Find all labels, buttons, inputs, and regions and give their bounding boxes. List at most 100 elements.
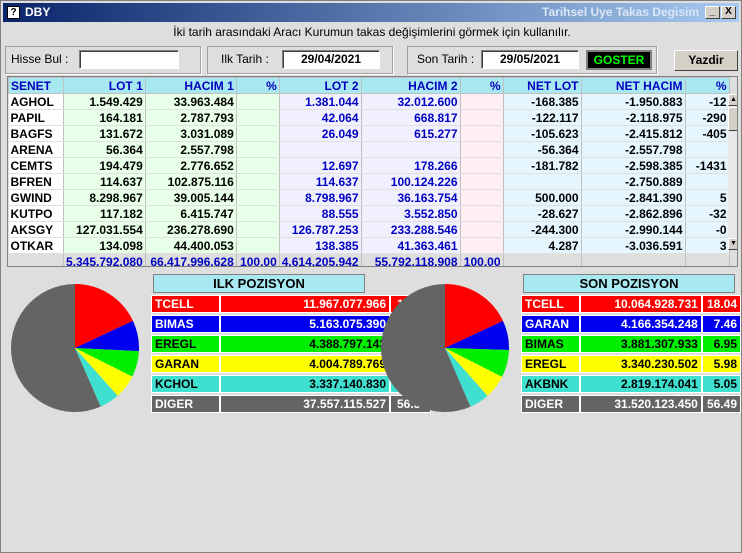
table-row[interactable]: AGHOL 1.549.429 33.963.484 1.381.044 32.012.… [8, 93, 730, 110]
column-header[interactable]: NET HACIM [580, 77, 686, 94]
table-cell [460, 109, 504, 126]
position-amount: 11.967.077.966 [220, 295, 390, 313]
table-cell: PAPIL [8, 109, 64, 126]
table-cell [279, 141, 362, 158]
table-cell: 26.049 [279, 125, 362, 142]
position-symbol: AKBNK [521, 375, 580, 393]
table-cell: 8.298.967 [63, 189, 146, 206]
total-cell: 55.792.118.908 [361, 253, 461, 266]
position-pct: 6.95 [701, 335, 741, 353]
scroll-down-icon[interactable]: ▼ [728, 238, 737, 250]
table-row[interactable]: GWIND 8.298.967 39.005.144 8.798.967 36.163.… [8, 189, 730, 206]
position-symbol: BIMAS [151, 315, 220, 333]
end-date-input[interactable]: 29/05/2021 [481, 50, 579, 69]
total-cell: 100,00 [236, 253, 280, 266]
column-header[interactable]: % [235, 77, 280, 94]
search-label: Hisse Bul : [11, 52, 69, 66]
scroll-thumb[interactable] [728, 107, 737, 131]
position-symbol: BIMAS [521, 335, 580, 353]
table-row[interactable]: ARENA 56.364 2.557.798 -56.364 -2.557.798 [8, 141, 730, 158]
table-cell: BFREN [8, 173, 64, 190]
position-amount: 10.064.928.731 [579, 295, 702, 313]
window-title: DBY [25, 5, 51, 19]
table-cell [236, 125, 280, 142]
table-cell: 56.364 [63, 141, 146, 158]
pie-slice-tcell [75, 284, 133, 348]
table-cell [236, 205, 280, 222]
end-date-group [407, 46, 657, 74]
search-input[interactable] [79, 50, 179, 69]
table-cell [361, 141, 461, 158]
table-cell [460, 205, 504, 222]
table-cell: -2.415.812 [581, 125, 686, 142]
table-cell: 5 [685, 189, 730, 206]
table-cell [460, 237, 504, 254]
table-cell: 102.875.116 [145, 173, 237, 190]
column-header[interactable]: HACIM 2 [360, 77, 461, 94]
pie-slice-eregl [445, 348, 503, 396]
pie-slice-tcell [445, 284, 503, 348]
start-date-input[interactable]: 29/04/2021 [282, 50, 380, 69]
table-cell [236, 221, 280, 238]
window-caption: Tarihsel Uye Takas Degisim [542, 5, 699, 19]
table-cell [460, 173, 504, 190]
table-cell [460, 189, 504, 206]
column-header[interactable]: NET LOT [502, 77, 582, 94]
column-header[interactable]: SENET [8, 77, 64, 94]
column-header[interactable]: LOT 1 [63, 77, 146, 94]
table-cell [236, 109, 280, 126]
column-header[interactable]: % [684, 77, 730, 94]
table-row[interactable]: AKSGY 127.031.554 236.278.690 126.787.253 23… [8, 221, 730, 238]
table-cell: 114.637 [279, 173, 362, 190]
table-row[interactable]: BAGFS 131.672 3.031.089 26.049 615.277 -105.6… [8, 125, 730, 142]
table-cell [236, 93, 280, 110]
table-cell: 2.776.652 [145, 157, 237, 174]
title-bar[interactable]: ? DBY Tarihsel Uye Takas Degisim _ X [3, 3, 739, 22]
close-button[interactable]: X [721, 6, 736, 19]
pie-slice-bimas [445, 348, 509, 377]
app-icon[interactable]: ? [7, 6, 20, 19]
table-cell [685, 173, 730, 190]
scroll-up-icon[interactable]: ▲ [728, 94, 737, 106]
position-amount: 4.004.789.769 [220, 355, 390, 373]
table-cell [236, 189, 280, 206]
position-symbol: TCELL [151, 295, 220, 313]
grid-vertical-scrollbar[interactable]: ▲ ▼ [728, 94, 737, 250]
table-cell: 2.787.793 [145, 109, 237, 126]
search-group [5, 46, 201, 74]
table-cell [460, 157, 504, 174]
table-cell: -32 [685, 205, 730, 222]
table-row[interactable]: OTKAR 134.098 44.400.053 138.385 41.363.461 4… [8, 237, 730, 254]
position-row: BIMAS 3.881.307.933 6.95 [521, 335, 741, 353]
position-symbol: KCHOL [151, 375, 220, 393]
table-row[interactable]: PAPIL 164.181 2.787.793 42.064 668.817 -122.1… [8, 109, 730, 126]
table-row[interactable]: CEMTS 194.479 2.776.652 12.697 178.266 -181.7… [8, 157, 730, 174]
table-cell: -244.300 [503, 221, 582, 238]
print-button[interactable]: Yazdir [674, 50, 738, 71]
table-cell: 1.549.429 [63, 93, 146, 110]
minimize-button[interactable]: _ [705, 6, 720, 19]
position-symbol: GARAN [151, 355, 220, 373]
column-header[interactable]: HACIM 1 [144, 77, 237, 94]
position-row: EREGL 3.340.230.502 5.98 [521, 355, 741, 373]
table-cell: 126.787.253 [279, 221, 362, 238]
position-pct: 18.04 [701, 295, 741, 313]
position-amount: 31.520.123.450 [579, 395, 702, 413]
last-position-pie-chart [381, 284, 509, 412]
table-row[interactable]: KUTPO 117.182 6.415.747 88.555 3.552.850 -28.… [8, 205, 730, 222]
table-cell: -0 [685, 221, 730, 238]
column-header[interactable]: % [459, 77, 504, 94]
takas-grid[interactable]: SENET LOT 1 HACIM 1% LOT 2 HACIM 2% NET LOT NE… [7, 76, 738, 267]
table-row[interactable]: BFREN 114.637 102.875.116 114.637 100.124.22… [8, 173, 730, 190]
table-cell: -105.623 [503, 125, 582, 142]
table-cell: 114.637 [63, 173, 146, 190]
column-header[interactable]: LOT 2 [278, 77, 362, 94]
position-amount: 3.881.307.933 [579, 335, 702, 353]
position-row: DIGER 31.520.123.450 56.49 [521, 395, 741, 413]
position-symbol: DIGER [521, 395, 580, 413]
table-cell: -2.750.889 [581, 173, 686, 190]
takas-table: SENET LOT 1 HACIM 1% LOT 2 HACIM 2% NET LOT NE… [8, 77, 730, 266]
position-row: DIGER 37.557.115.527 56.54 [151, 395, 431, 413]
show-button[interactable]: GOSTER [586, 50, 652, 70]
